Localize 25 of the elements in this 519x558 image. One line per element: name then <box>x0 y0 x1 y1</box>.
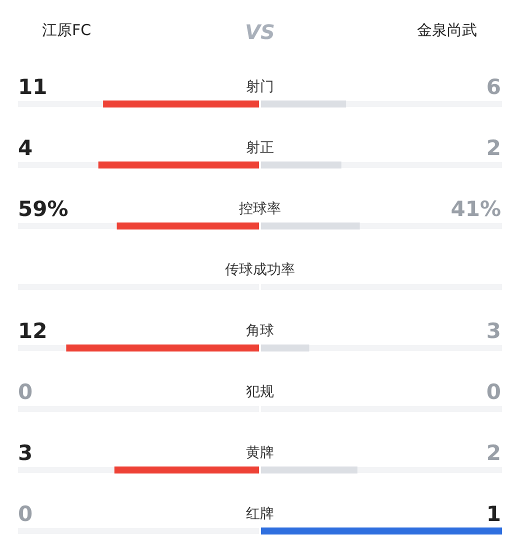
category-label: 红牌 <box>246 506 274 522</box>
data-label: 0 <box>18 502 33 526</box>
category-label: 射门 <box>246 79 274 95</box>
text: 金泉尚武 <box>417 21 477 39</box>
data-label: 12 <box>18 319 48 343</box>
data-label: 59% <box>18 197 68 221</box>
category-label: 传球成功率 <box>225 262 295 278</box>
data-label: 0 <box>18 380 33 404</box>
category-label: 射正 <box>246 140 274 156</box>
data-label: 11 <box>18 75 48 99</box>
data-label: 4 <box>18 136 33 160</box>
data-label: 3 <box>18 441 33 465</box>
data-label: 2 <box>486 441 501 465</box>
text: 江原FC <box>42 21 92 39</box>
category-label: 角球 <box>246 323 274 339</box>
data-label: 0 <box>486 380 501 404</box>
data-label: 3 <box>486 319 501 343</box>
data-label: 41% <box>450 197 501 221</box>
category-label: 犯规 <box>246 384 274 400</box>
data-label: 6 <box>486 75 501 99</box>
category-label: 控球率 <box>239 201 281 217</box>
text: VS <box>245 20 275 44</box>
category-label: 黄牌 <box>246 445 274 461</box>
data-label: 2 <box>486 136 501 160</box>
data-label: 1 <box>486 502 501 526</box>
